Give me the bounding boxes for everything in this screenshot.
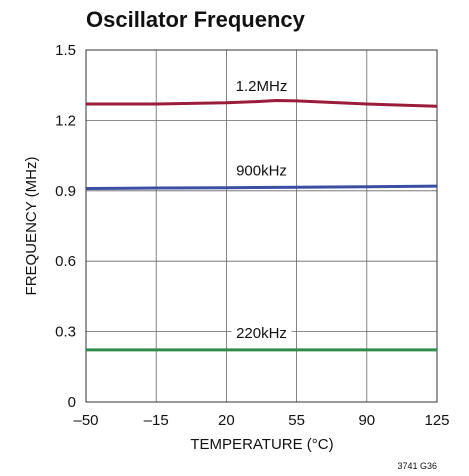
series-annotations: 1.2MHz 900kHz 220kHz <box>231 75 292 342</box>
x-tick-label: 20 <box>218 412 235 429</box>
y-tick-label: 0.9 <box>55 183 76 200</box>
annotation-background <box>231 160 292 180</box>
x-tick-label: –15 <box>144 412 169 429</box>
annotation-background <box>231 322 292 342</box>
series-line <box>85 184 438 190</box>
x-tick-label: 55 <box>288 412 305 429</box>
x-tick-label: –50 <box>73 412 98 429</box>
chart-title: Oscillator Frequency <box>86 7 306 32</box>
x-tick-label: 90 <box>358 412 375 429</box>
y-tick-label: 0 <box>68 394 76 411</box>
annotation-background <box>231 75 292 95</box>
figure-id: 3741 G36 <box>397 461 437 471</box>
x-tick-label: 125 <box>424 412 449 429</box>
x-axis-label: TEMPERATURE (°C) <box>190 436 333 453</box>
series-annotation: 900kHz <box>236 163 287 180</box>
y-tick-label: 1.2 <box>55 112 76 129</box>
y-axis-label: FREQUENCY (MHz) <box>23 157 40 296</box>
y-tick-label: 0.6 <box>55 253 76 270</box>
series-line <box>86 99 438 108</box>
x-axis-ticks: –50 –15 20 55 90 125 <box>73 412 449 429</box>
plot-frame <box>85 49 438 403</box>
series-layer <box>85 99 438 352</box>
y-tick-label: 0.3 <box>55 324 76 341</box>
y-axis-ticks: 0 0.3 0.6 0.9 1.2 1.5 <box>55 42 76 411</box>
y-tick-label: 1.5 <box>55 42 76 59</box>
series-annotation: 1.2MHz <box>236 78 288 95</box>
series-annotation: 220kHz <box>236 325 287 342</box>
